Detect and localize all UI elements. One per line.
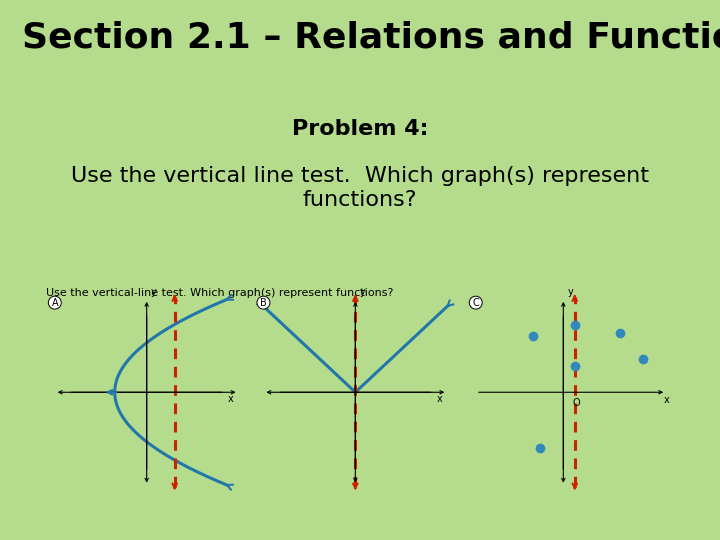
Text: y: y	[567, 287, 573, 297]
Text: Section 2.1 – Relations and Functions: Section 2.1 – Relations and Functions	[22, 21, 720, 55]
Text: A: A	[51, 298, 58, 308]
Text: x: x	[436, 394, 442, 403]
Text: Use the vertical line test.  Which graph(s) represent
functions?: Use the vertical line test. Which graph(…	[71, 166, 649, 210]
Text: B: B	[260, 298, 267, 308]
Text: y: y	[360, 287, 366, 297]
Text: y: y	[151, 287, 157, 297]
Text: Use the vertical-line test. Which graph(s) represent functions?: Use the vertical-line test. Which graph(…	[46, 288, 393, 298]
Text: C: C	[472, 298, 479, 308]
Text: x: x	[663, 395, 669, 404]
Text: x: x	[228, 394, 233, 403]
Text: Problem 4:: Problem 4:	[292, 119, 428, 139]
Text: O: O	[573, 399, 580, 408]
